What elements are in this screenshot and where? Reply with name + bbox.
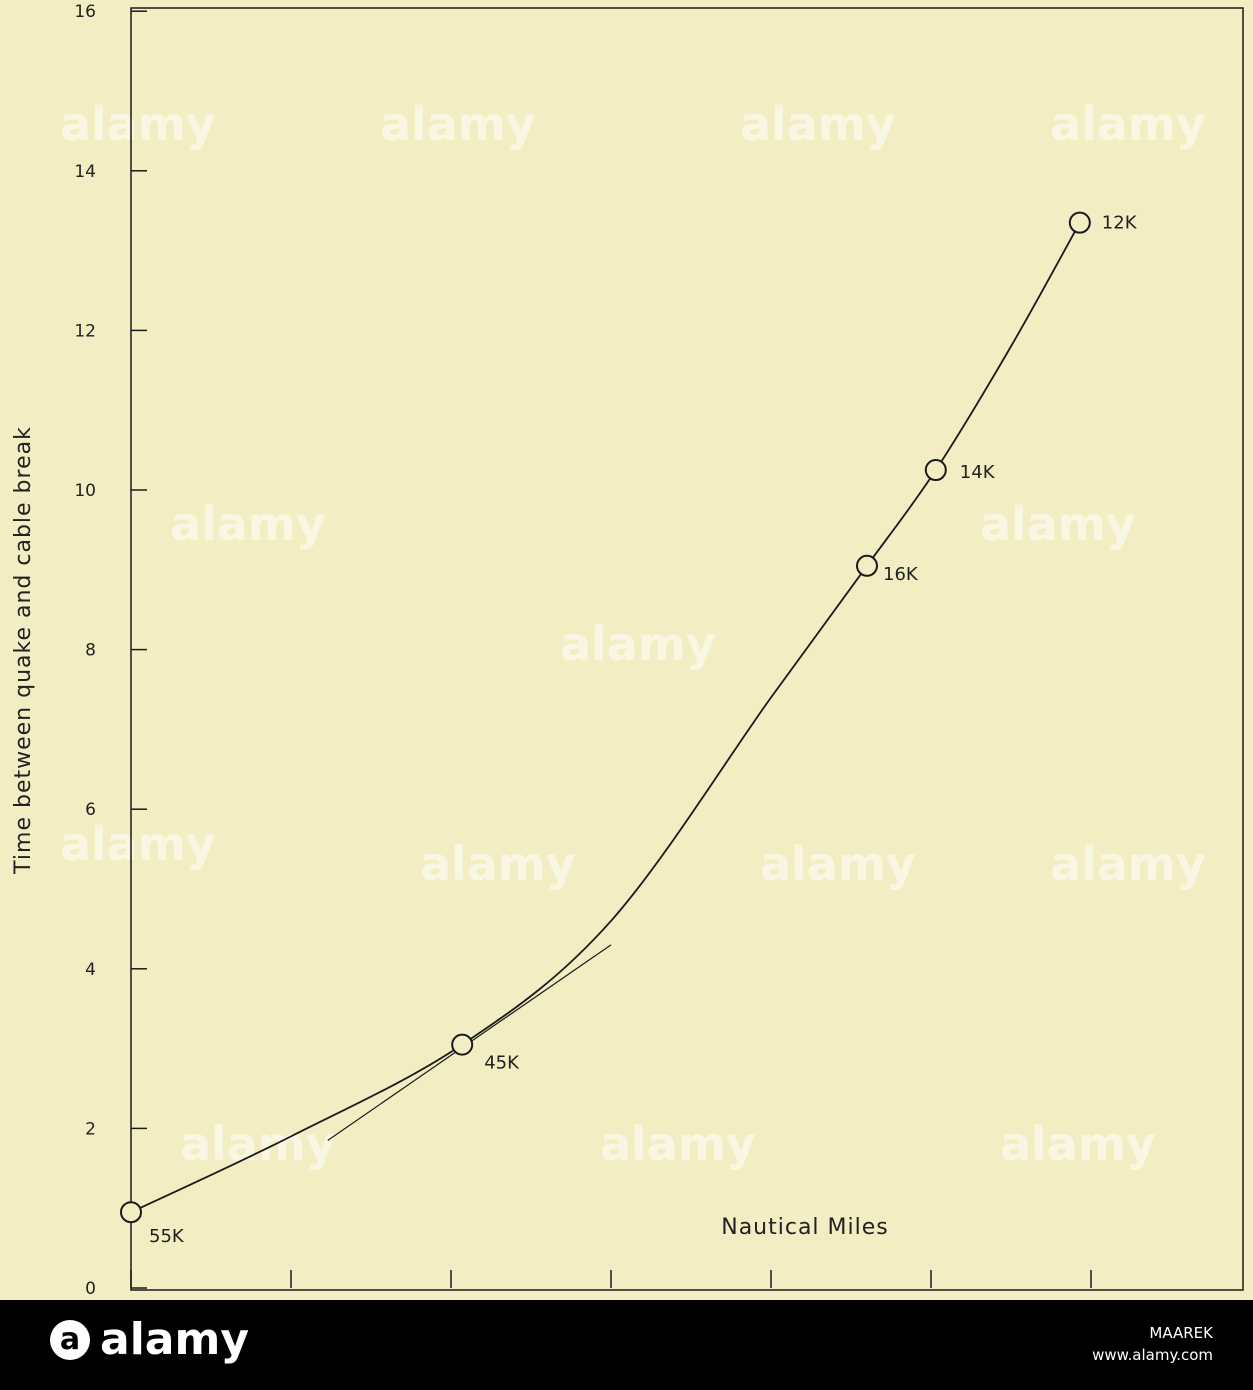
data-point bbox=[451, 1033, 474, 1056]
watermark-text: alamy bbox=[980, 497, 1136, 551]
site-url: www.alamy.com bbox=[1092, 1346, 1213, 1364]
x-axis bbox=[130, 1270, 1092, 1288]
watermark-text: alamy bbox=[60, 817, 216, 871]
data-point-label: 55K bbox=[149, 1226, 185, 1247]
image-id: MAAREK bbox=[1149, 1324, 1213, 1342]
data-point-label: 14K bbox=[960, 462, 996, 483]
brand-name: alamy bbox=[100, 1314, 249, 1365]
data-point bbox=[120, 1201, 142, 1224]
y-tick-label: 4 bbox=[85, 960, 96, 980]
watermark-text: alamy bbox=[760, 837, 916, 891]
y-tick-label: 16 bbox=[74, 2, 96, 22]
brand-mark-icon: a bbox=[50, 1319, 90, 1360]
data-points: 55K 45K 16K 14K 12K bbox=[120, 211, 1138, 1247]
watermark-text: alamy bbox=[560, 617, 716, 671]
brand-logo: a alamy bbox=[50, 1314, 249, 1365]
data-point bbox=[856, 554, 878, 577]
chart: alamy alamy alamy alamy alamy alamy alamy alamy… bbox=[11, 2, 1244, 1299]
y-axis: 0 2 4 6 8 10 12 14 16 bbox=[74, 2, 147, 1299]
watermark-text: alamy bbox=[60, 97, 216, 151]
data-point bbox=[924, 459, 947, 482]
watermark-text: alamy bbox=[740, 97, 896, 151]
image-info: MAAREK www.alamy.com bbox=[1092, 1322, 1213, 1366]
y-tick-label: 6 bbox=[85, 800, 96, 820]
x-axis-label: Nautical Miles bbox=[721, 1215, 889, 1240]
y-tick-label: 12 bbox=[74, 321, 96, 341]
footer-bar: a alamy MAAREK www.alamy.com bbox=[0, 1300, 1253, 1390]
series-line bbox=[130, 222, 1081, 1214]
y-axis-label: Time between quake and cable break bbox=[11, 426, 36, 875]
y-tick-label: 14 bbox=[74, 162, 96, 182]
watermark-text: alamy bbox=[380, 97, 536, 151]
data-point-label: 16K bbox=[883, 564, 919, 585]
data-point-label: 12K bbox=[1102, 213, 1138, 234]
watermark-text: alamy bbox=[600, 1117, 756, 1171]
watermark-text: alamy bbox=[420, 837, 576, 891]
data-point bbox=[1068, 211, 1091, 234]
y-tick-label: 10 bbox=[74, 481, 96, 501]
watermark-text: alamy bbox=[1050, 837, 1206, 891]
y-tick-label: 0 bbox=[85, 1279, 96, 1299]
watermark-layer: alamy alamy alamy alamy alamy alamy alamy alamy… bbox=[60, 97, 1206, 1171]
y-tick-label: 8 bbox=[85, 641, 96, 661]
data-point-label: 45K bbox=[484, 1053, 520, 1074]
watermark-text: alamy bbox=[1050, 97, 1206, 151]
watermark-text: alamy bbox=[170, 497, 326, 551]
y-tick-label: 2 bbox=[85, 1119, 96, 1139]
watermark-text: alamy bbox=[1000, 1117, 1156, 1171]
